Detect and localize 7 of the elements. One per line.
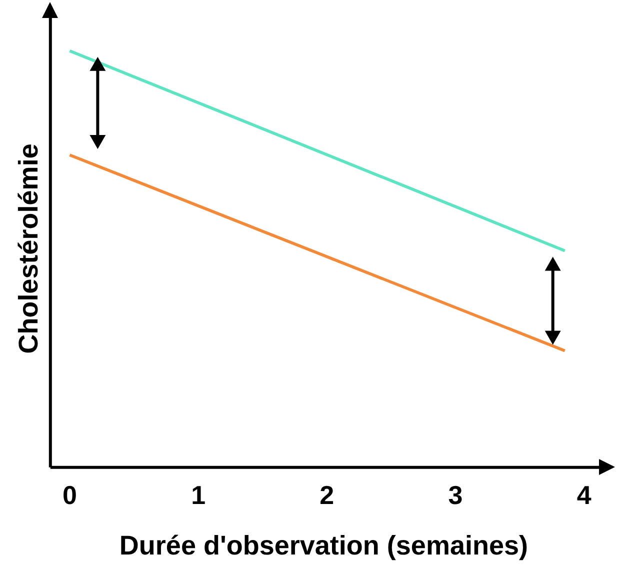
y-axis-title: Cholestérolémie [14, 144, 44, 354]
x-tick-label: 4 [576, 480, 592, 510]
x-axis-title: Durée d'observation (semaines) [119, 530, 528, 560]
x-tick-label: 2 [320, 480, 334, 510]
x-tick-label: 3 [448, 480, 463, 510]
x-tick-label: 0 [62, 480, 77, 510]
x-tick-label: 1 [191, 480, 206, 510]
